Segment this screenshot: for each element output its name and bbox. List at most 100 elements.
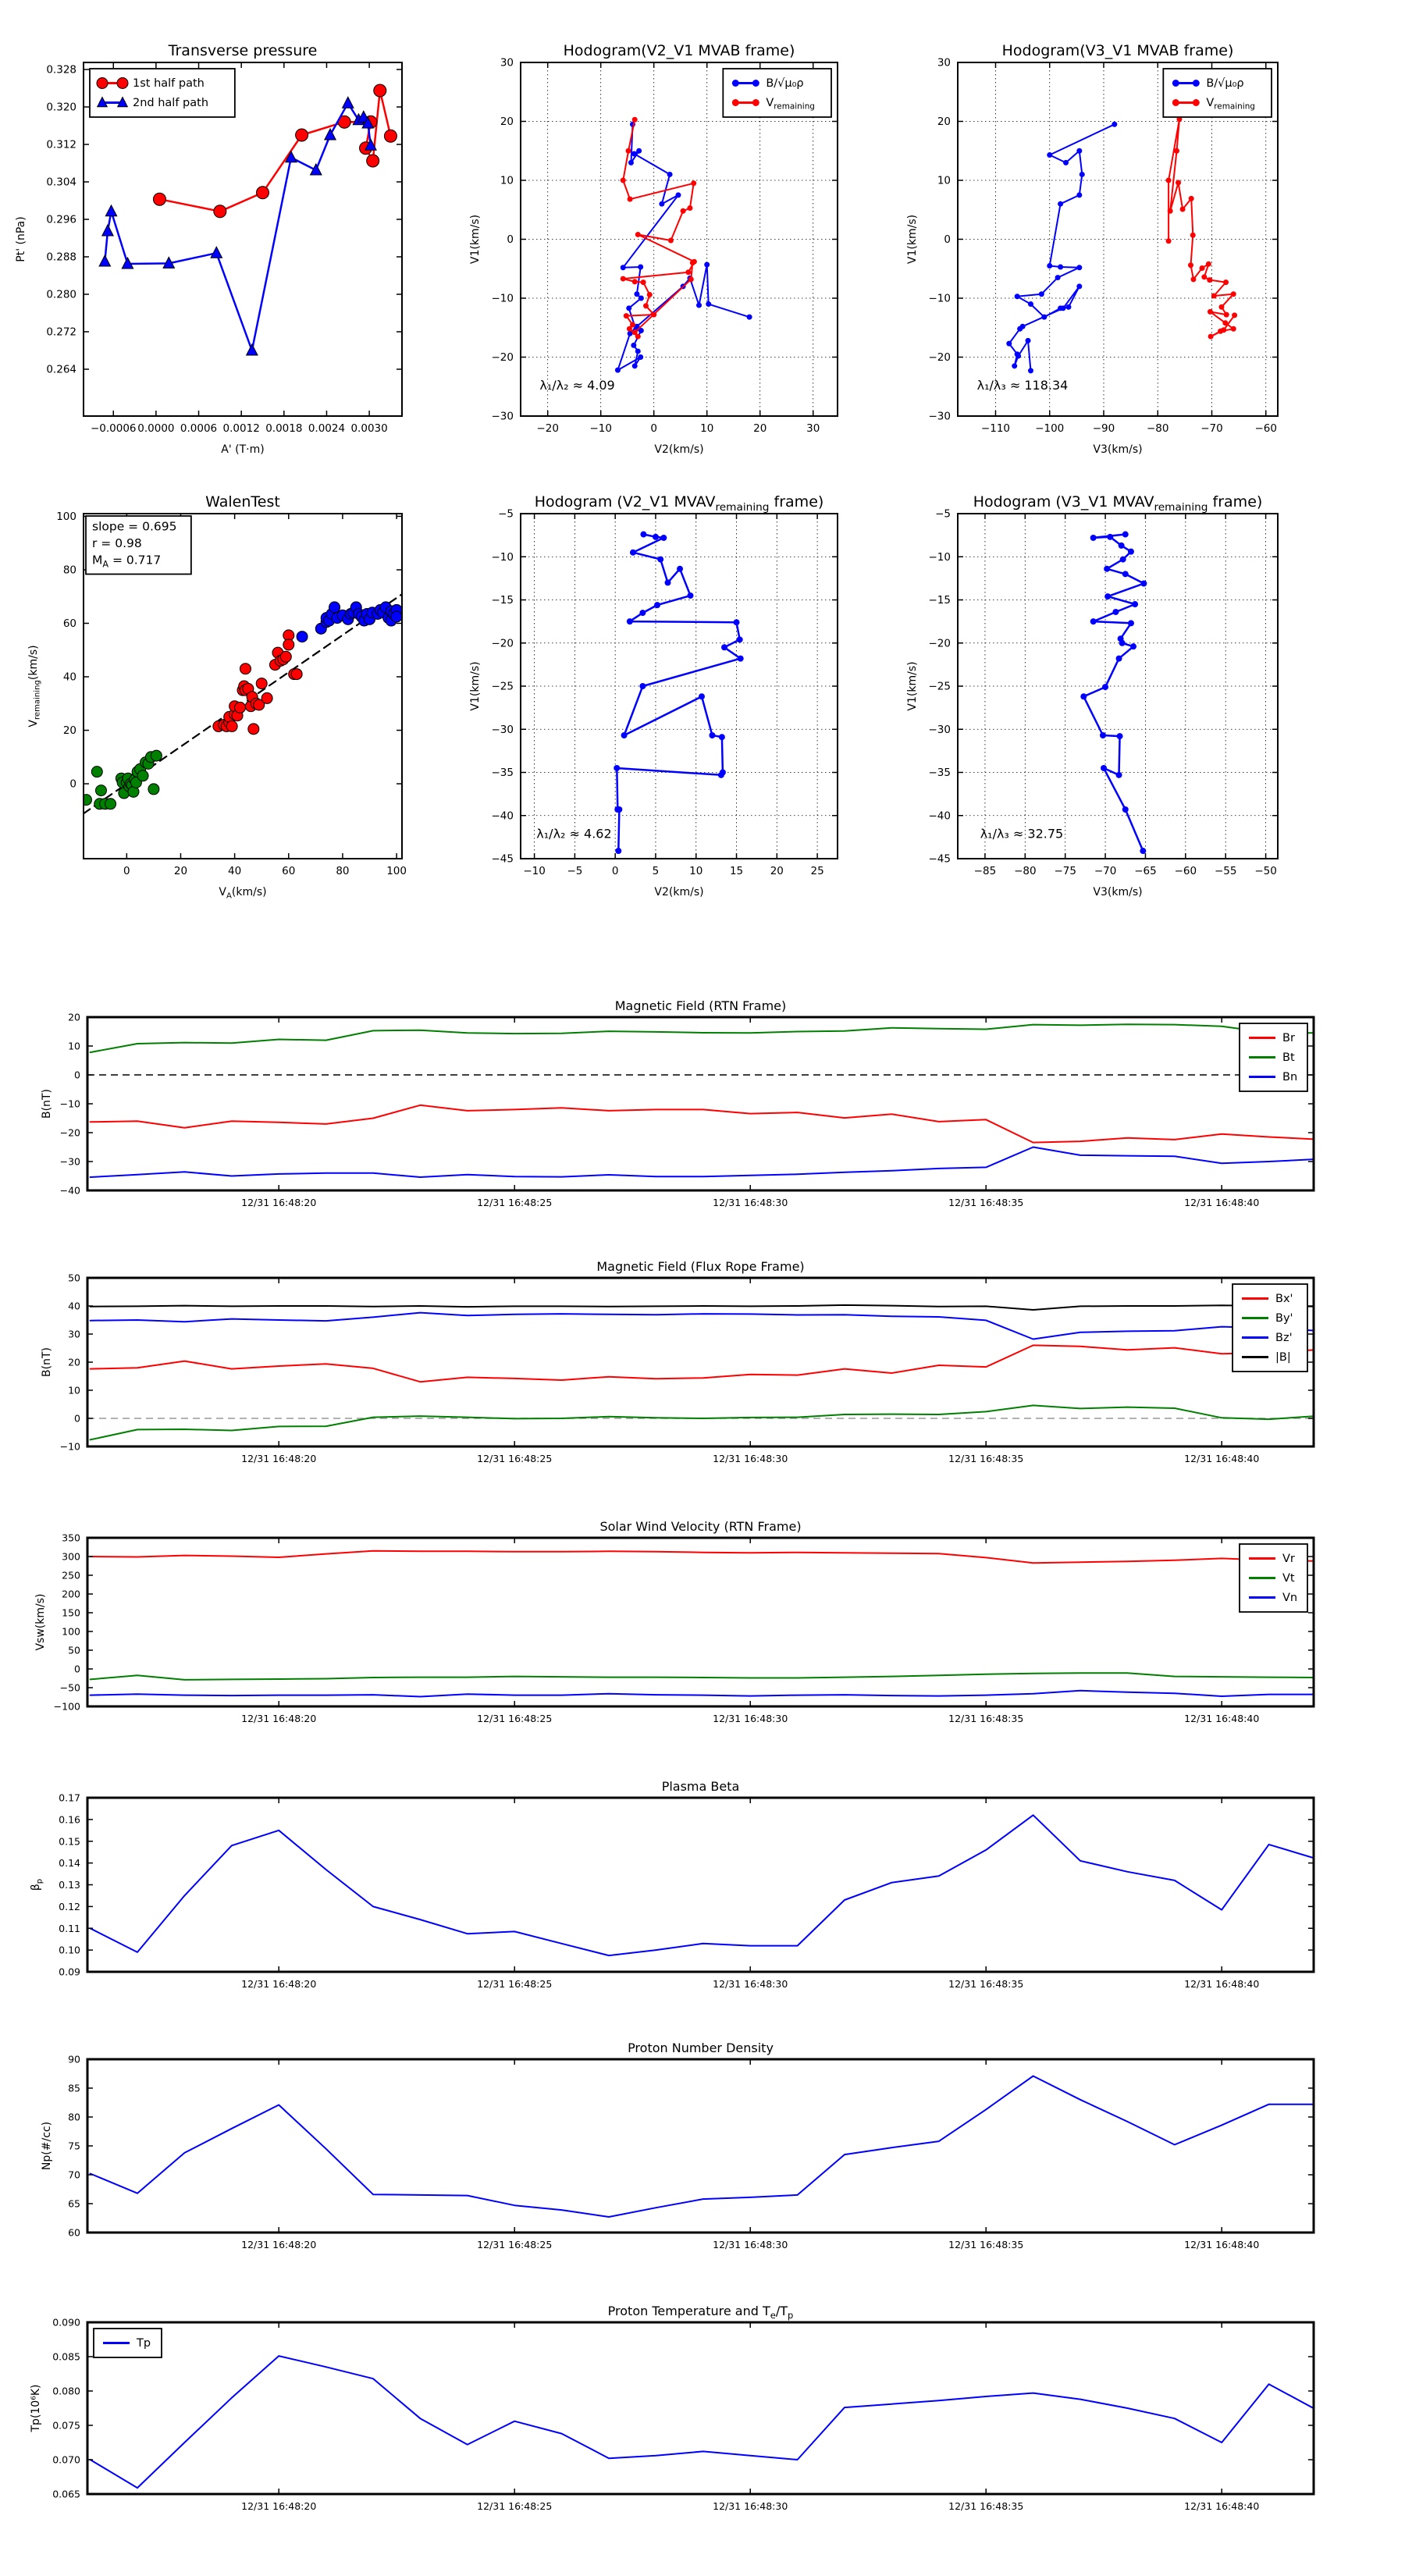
svg-text:−10: −10	[929, 293, 951, 305]
svg-text:−30: −30	[929, 411, 951, 423]
svg-text:0.12: 0.12	[59, 1901, 80, 1912]
svg-text:r = 0.98: r = 0.98	[92, 536, 142, 550]
series-|B|	[89, 1304, 1314, 1311]
svg-text:0: 0	[507, 233, 514, 246]
svg-text:12/31 16:48:30: 12/31 16:48:30	[713, 2239, 788, 2250]
svg-text:−25: −25	[492, 681, 514, 693]
svg-text:12/31 16:48:30: 12/31 16:48:30	[713, 2500, 788, 2512]
svg-text:0.288: 0.288	[46, 251, 76, 264]
svg-text:30: 30	[806, 422, 820, 435]
svg-text:−100: −100	[54, 1701, 80, 1713]
legend: B/√μ₀ρ Vremaining	[1162, 68, 1272, 118]
svg-text:−10: −10	[589, 422, 612, 435]
svg-text:50: 50	[68, 1272, 80, 1284]
svg-text:12/31 16:48:35: 12/31 16:48:35	[948, 2500, 1023, 2512]
svg-text:250: 250	[62, 1570, 80, 1582]
svg-text:0.304: 0.304	[46, 176, 76, 189]
svg-text:2nd half path: 2nd half path	[133, 97, 208, 109]
svg-text:0.328: 0.328	[46, 64, 76, 76]
svg-text:10: 10	[937, 175, 951, 187]
x-axis-label: V3(km/s)	[1093, 886, 1142, 898]
svg-text:70: 70	[68, 2169, 80, 2181]
svg-text:50: 50	[68, 1645, 80, 1656]
axes-frame	[86, 2058, 1315, 2234]
y-axis-label: Vremaining(km/s)	[27, 645, 42, 727]
series-beta_p	[89, 1814, 1314, 1957]
series-Bz'	[89, 1311, 1314, 1340]
svg-text:20: 20	[68, 1012, 80, 1023]
svg-text:12/31 16:48:40: 12/31 16:48:40	[1184, 2239, 1259, 2250]
svg-text:0.13: 0.13	[59, 1879, 80, 1891]
chart-title: Magnetic Field (Flux Rope Frame)	[596, 1259, 804, 1274]
series-Br	[89, 1104, 1314, 1144]
svg-text:12/31 16:48:35: 12/31 16:48:35	[948, 1453, 1023, 1464]
y-axis-label: V1(km/s)	[906, 661, 919, 710]
axes-frame	[83, 513, 403, 859]
svg-text:−75: −75	[1054, 865, 1076, 877]
svg-text:0: 0	[123, 865, 130, 877]
svg-text:20: 20	[937, 116, 951, 128]
svg-text:−50: −50	[1254, 865, 1277, 877]
panel-magnetic-field-flux-rope: 12/31 16:48:20 12/31 16:48:25 12/31 16:48:…	[41, 1259, 1315, 1464]
svg-text:Bt: Bt	[1282, 1051, 1295, 1064]
svg-text:−70: −70	[1200, 422, 1223, 435]
svg-text:−50: −50	[60, 1682, 80, 1694]
y-axis-label: V1(km/s)	[469, 661, 482, 710]
svg-text:−30: −30	[929, 724, 951, 736]
chart-title: Solar Wind Velocity (RTN Frame)	[599, 1519, 801, 1534]
svg-text:25: 25	[811, 865, 824, 877]
x-axis-label: V2(km/s)	[654, 443, 703, 456]
svg-text:0.075: 0.075	[52, 2420, 80, 2432]
svg-text:20: 20	[770, 865, 784, 877]
panel-hodogram-v3v1-mvab: −110 −100 −90 −80 −70 −60−30−20−100102030Hodo…	[906, 42, 1279, 456]
svg-text:80: 80	[63, 564, 76, 576]
panel-hodogram-v2v1-mvav: −10 −5 0 5 10 15 20 25 −45 −40 −35 −30 −25 −20 −15 −10 −…	[469, 493, 838, 898]
panel-walen-test: 0 20 40 60 80 100 0 20 40 60 80 100 WalenTest VA(km/s…	[27, 493, 407, 901]
svg-text:12/31 16:48:25: 12/31 16:48:25	[477, 1978, 552, 1990]
svg-text:12/31 16:48:30: 12/31 16:48:30	[713, 1713, 788, 1724]
svg-text:−20: −20	[492, 351, 514, 364]
svg-text:Tp: Tp	[136, 2337, 151, 2350]
y-axis-label: V1(km/s)	[906, 215, 919, 264]
svg-text:Bz': Bz'	[1275, 1332, 1293, 1344]
svg-text:−5: −5	[935, 508, 951, 521]
stats-box	[85, 515, 192, 575]
svg-text:0: 0	[944, 233, 951, 246]
series-Vn	[89, 1689, 1314, 1698]
annotation: λ₁/λ₂ ≈ 4.09	[539, 378, 614, 393]
svg-text:100: 100	[386, 865, 407, 877]
legend: 1st half path 2nd half path	[89, 68, 236, 118]
svg-text:−100: −100	[1035, 422, 1064, 435]
legend: Br Bt Bn	[1239, 1023, 1308, 1092]
chart-title: Hodogram (V3_V1 MVAVremaining frame)	[973, 493, 1263, 514]
series-B/sqrt(mu0 rho)	[1008, 123, 1115, 372]
annotation: λ₁/λ₃ ≈ 118.34	[977, 378, 1069, 393]
chart-title: Hodogram(V3_V1 MVAB frame)	[1002, 42, 1234, 59]
panel-proton-number-density: 12/31 16:48:20 12/31 16:48:25 12/31 16:48:…	[41, 2041, 1315, 2250]
svg-text:−0.0006: −0.0006	[91, 422, 137, 435]
svg-text:MA = 0.717: MA = 0.717	[92, 553, 161, 570]
svg-text:0.312: 0.312	[46, 139, 76, 151]
svg-text:Bx': Bx'	[1275, 1293, 1293, 1305]
svg-text:12/31 16:48:25: 12/31 16:48:25	[477, 2239, 552, 2250]
svg-text:40: 40	[68, 1300, 80, 1312]
svg-text:Vremaining: Vremaining	[1206, 97, 1255, 112]
axes-frame	[86, 1016, 1315, 1192]
svg-text:−70: −70	[1094, 865, 1117, 877]
svg-text:0: 0	[74, 1413, 80, 1425]
svg-text:15: 15	[730, 865, 743, 877]
svg-text:60: 60	[282, 865, 295, 877]
svg-text:−10: −10	[492, 293, 514, 305]
svg-text:40: 40	[228, 865, 241, 877]
y-axis-label: Vsw(km/s)	[34, 1593, 47, 1650]
svg-text:5: 5	[653, 865, 660, 877]
svg-text:12/31 16:48:35: 12/31 16:48:35	[948, 2239, 1023, 2250]
y-axis-label: Np(#/cc)	[41, 2122, 53, 2170]
svg-text:−5: −5	[498, 508, 514, 521]
svg-text:10: 10	[68, 1041, 80, 1052]
svg-text:−80: −80	[1014, 865, 1037, 877]
svg-text:12/31 16:48:20: 12/31 16:48:20	[241, 2239, 316, 2250]
svg-text:−15: −15	[929, 594, 951, 607]
svg-text:−30: −30	[492, 411, 514, 423]
svg-text:20: 20	[68, 1357, 80, 1368]
